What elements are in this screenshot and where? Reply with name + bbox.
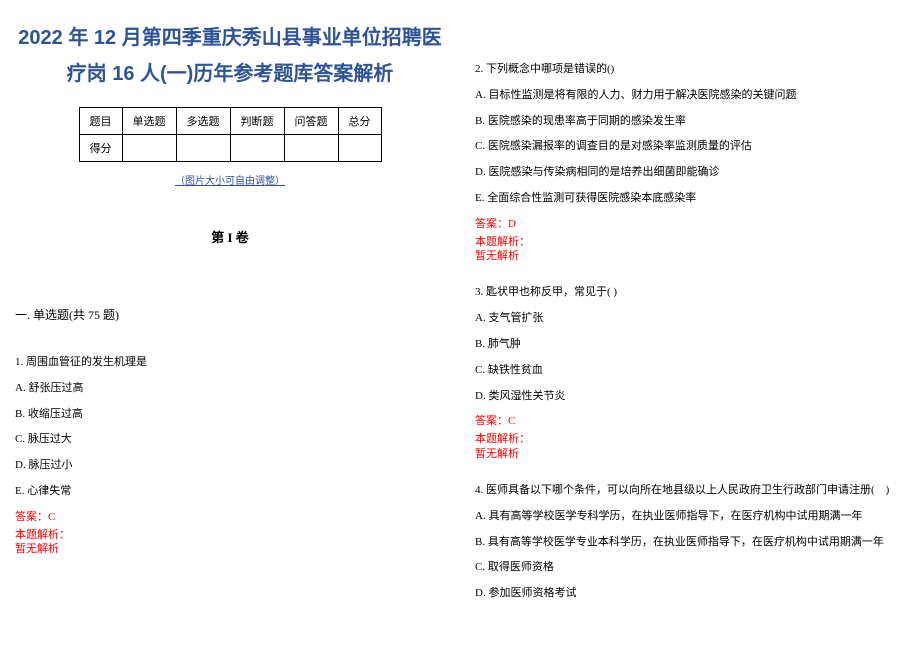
q2-opt-c: C. 医院感染漏报率的调查目的是对感染率监测质量的评估 [475, 137, 905, 157]
title-line-2: 疗岗 16 人(一)历年参考题库答案解析 [15, 56, 445, 92]
q1-explain-label: 本题解析： [15, 528, 445, 542]
q4-opt-a: A. 具有高等学校医学专科学历，在执业医师指导下，在医疗机构中试用期满一年 [475, 507, 905, 527]
q2-answer: 答案：D [475, 215, 905, 231]
q3-stem: 3. 匙状甲也称反甲，常见于( ) [475, 283, 905, 303]
q2-opt-d: D. 医院感染与传染病相同的是培养出细菌即能确诊 [475, 163, 905, 183]
q4-opt-c: C. 取得医师资格 [475, 558, 905, 578]
question-1: 1. 周围血管征的发生机理是 A. 舒张压过高 B. 收缩压过高 C. 脉压过大… [15, 353, 445, 556]
q3-explain-label: 本题解析： [475, 432, 905, 446]
q1-answer: 答案：C [15, 508, 445, 524]
cell-single [122, 135, 176, 162]
q4-opt-b: B. 具有高等学校医学专业本科学历，在执业医师指导下，在医疗机构中试用期满一年 [475, 533, 905, 553]
q1-opt-c: C. 脉压过大 [15, 430, 445, 450]
cell-judge [230, 135, 284, 162]
q2-opt-e: E. 全面综合性监測可获得医院感染本底感染率 [475, 189, 905, 209]
question-2: 2. 下列概念中哪项是错误的() A. 目标性监测是将有限的人力、财力用于解决医… [475, 60, 905, 263]
q3-opt-b: B. 肺气肿 [475, 335, 905, 355]
cell-total [338, 135, 381, 162]
q1-opt-a: A. 舒张压过高 [15, 379, 445, 399]
th-qa: 问答题 [284, 108, 338, 135]
adjust-note: （图片大小可自由调整） [15, 172, 445, 187]
q1-opt-b: B. 收缩压过高 [15, 405, 445, 425]
q2-stem: 2. 下列概念中哪项是错误的() [475, 60, 905, 80]
question-4: 4. 医师具备以下哪个条件，可以向所在地县级以上人民政府卫生行政部门申请注册( … [475, 481, 905, 604]
q1-explain-content: 暂无解析 [15, 542, 445, 556]
q3-opt-c: C. 缺铁性贫血 [475, 361, 905, 381]
th-total: 总分 [338, 108, 381, 135]
q1-opt-e: E. 心律失常 [15, 482, 445, 502]
th-topic: 题目 [79, 108, 122, 135]
q4-opt-d: D. 参加医师资格考试 [475, 584, 905, 604]
th-multi: 多选题 [176, 108, 230, 135]
cell-multi [176, 135, 230, 162]
q1-opt-d: D. 脉压过小 [15, 456, 445, 476]
q3-opt-d: D. 类风湿性关节炎 [475, 387, 905, 407]
title-line-1: 2022 年 12 月第四季重庆秀山县事业单位招聘医 [15, 20, 445, 56]
volume-title: 第 I 卷 [15, 227, 445, 246]
question-3: 3. 匙状甲也称反甲，常见于( ) A. 支气管扩张 B. 肺气肿 C. 缺铁性… [475, 283, 905, 461]
q4-stem: 4. 医师具备以下哪个条件，可以向所在地县级以上人民政府卫生行政部门申请注册( … [475, 481, 905, 501]
q2-explain-label: 本题解析： [475, 235, 905, 249]
th-single: 单选题 [122, 108, 176, 135]
q3-explain-content: 暂无解析 [475, 447, 905, 461]
section-title: 一. 单选题(共 75 题) [15, 306, 445, 323]
cell-qa [284, 135, 338, 162]
q2-opt-b: B. 医院感染的现患率高于同期的感染发生率 [475, 112, 905, 132]
q2-opt-a: A. 目标性监测是将有限的人力、财力用于解决医院感染的关键问题 [475, 86, 905, 106]
q3-opt-a: A. 支气管扩张 [475, 309, 905, 329]
q3-answer: 答案：C [475, 412, 905, 428]
th-judge: 判断题 [230, 108, 284, 135]
q1-stem: 1. 周围血管征的发生机理是 [15, 353, 445, 373]
score-table: 题目 单选题 多选题 判断题 问答题 总分 得分 [79, 107, 382, 162]
row-label: 得分 [79, 135, 122, 162]
q2-explain-content: 暂无解析 [475, 249, 905, 263]
